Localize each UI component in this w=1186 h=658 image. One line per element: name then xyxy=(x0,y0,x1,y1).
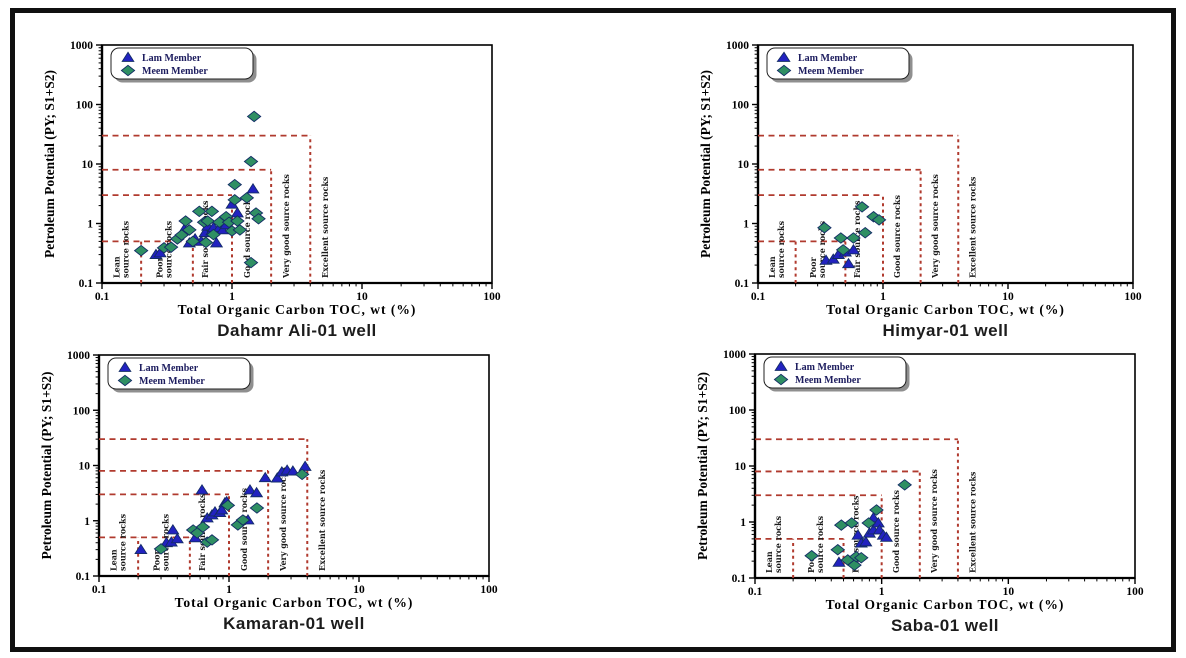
svg-text:Poor: Poor xyxy=(808,257,818,278)
svg-text:source rocks: source rocks xyxy=(773,515,783,573)
svg-text:Very good source rocks: Very good source rocks xyxy=(278,467,288,572)
svg-text:Excellent source rocks: Excellent source rocks xyxy=(317,469,327,571)
svg-text:Petroleum Potential (PY; S1+S2: Petroleum Potential (PY; S1+S2) xyxy=(39,371,54,559)
svg-text:1000: 1000 xyxy=(67,350,90,362)
svg-text:source rocks: source rocks xyxy=(815,515,825,573)
svg-text:Lean: Lean xyxy=(111,256,121,278)
svg-text:1: 1 xyxy=(740,517,746,529)
svg-text:Meem Member: Meem Member xyxy=(139,376,205,387)
svg-text:Lean: Lean xyxy=(108,549,118,571)
svg-text:1: 1 xyxy=(229,291,235,303)
svg-text:Total Organic Carbon TOC, wt (: Total Organic Carbon TOC, wt (%) xyxy=(826,302,1065,317)
figure-frame xyxy=(10,8,1176,652)
scatter-chart-kamaran-01: 0.1 1 10 100 0.1 1 10 100 1000 Lean source rocks Po… xyxy=(39,350,498,610)
svg-text:Very good source rocks: Very good source rocks xyxy=(929,469,939,574)
panel-title: Himyar-01 well xyxy=(882,321,1009,340)
svg-text:100: 100 xyxy=(729,405,747,417)
svg-text:source rocks: source rocks xyxy=(817,220,827,278)
svg-text:0.1: 0.1 xyxy=(76,571,91,583)
svg-text:100: 100 xyxy=(480,584,498,596)
svg-text:10: 10 xyxy=(1003,586,1015,598)
svg-text:100: 100 xyxy=(1124,291,1142,303)
svg-text:100: 100 xyxy=(732,100,750,112)
svg-text:Excellent source rocks: Excellent source rocks xyxy=(320,176,330,278)
panel-kamaran-01: 0.1 1 10 100 0.1 1 10 100 1000 Lean source rocks Po… xyxy=(10,325,583,658)
svg-text:1000: 1000 xyxy=(726,40,749,52)
svg-text:0.1: 0.1 xyxy=(751,291,766,303)
svg-text:Very good source rocks: Very good source rocks xyxy=(281,174,291,279)
panel-himyar-01: 0.1 1 10 100 0.1 1 10 100 1000 Lean source rocks Po… xyxy=(583,8,1176,340)
svg-text:1: 1 xyxy=(84,516,90,528)
svg-text:Total Organic Carbon TOC, wt (: Total Organic Carbon TOC, wt (%) xyxy=(175,595,414,610)
svg-text:100: 100 xyxy=(76,100,94,112)
svg-text:0.1: 0.1 xyxy=(95,291,110,303)
svg-text:Good source rocks: Good source rocks xyxy=(242,195,252,278)
svg-text:Lean: Lean xyxy=(767,256,777,278)
svg-text:Excellent source rocks: Excellent source rocks xyxy=(968,176,978,278)
svg-text:1000: 1000 xyxy=(723,349,746,361)
svg-text:10: 10 xyxy=(735,461,747,473)
svg-text:Good source rocks: Good source rocks xyxy=(891,490,901,573)
svg-text:Total Organic Carbon TOC, wt (: Total Organic Carbon TOC, wt (%) xyxy=(178,302,417,317)
panel-dahamr-ali-01: 0.1 1 10 100 0.1 1 10 100 1000 Lean source rocks Po… xyxy=(10,8,583,340)
svg-text:100: 100 xyxy=(73,405,91,417)
svg-text:1: 1 xyxy=(87,219,93,231)
svg-text:Lam Member: Lam Member xyxy=(795,362,855,373)
svg-text:Lam Member: Lam Member xyxy=(142,53,202,64)
svg-text:source rocks: source rocks xyxy=(117,513,127,571)
svg-text:10: 10 xyxy=(353,584,365,596)
svg-text:Excellent source rocks: Excellent source rocks xyxy=(967,471,977,573)
svg-text:Meem Member: Meem Member xyxy=(795,375,861,386)
svg-text:Total Organic Carbon TOC, wt (: Total Organic Carbon TOC, wt (%) xyxy=(826,597,1065,612)
svg-text:Very good source rocks: Very good source rocks xyxy=(930,174,940,279)
svg-text:100: 100 xyxy=(483,291,501,303)
svg-text:Petroleum Potential (PY; S1+S2: Petroleum Potential (PY; S1+S2) xyxy=(42,70,57,258)
scatter-chart-dahamr-ali-01: 0.1 1 10 100 0.1 1 10 100 1000 Lean source rocks Po… xyxy=(42,40,501,317)
svg-text:Good source rocks: Good source rocks xyxy=(239,488,249,571)
svg-text:Lam Member: Lam Member xyxy=(798,53,858,64)
svg-text:1: 1 xyxy=(880,291,886,303)
svg-text:Lean: Lean xyxy=(764,551,774,573)
svg-text:1: 1 xyxy=(879,586,885,598)
svg-text:Good source rocks: Good source rocks xyxy=(892,195,902,278)
svg-text:0.1: 0.1 xyxy=(732,573,747,585)
svg-text:0.1: 0.1 xyxy=(79,278,94,290)
svg-text:Poor: Poor xyxy=(155,257,165,278)
svg-text:10: 10 xyxy=(738,159,750,171)
svg-text:10: 10 xyxy=(356,291,368,303)
svg-text:1000: 1000 xyxy=(70,40,93,52)
svg-text:0.1: 0.1 xyxy=(735,278,750,290)
svg-text:100: 100 xyxy=(1126,586,1144,598)
svg-text:1: 1 xyxy=(743,219,749,231)
svg-text:source rocks: source rocks xyxy=(776,220,786,278)
svg-text:Petroleum Potential (PY; S1+S2: Petroleum Potential (PY; S1+S2) xyxy=(698,70,713,258)
svg-text:Poor: Poor xyxy=(152,550,162,571)
svg-text:0.1: 0.1 xyxy=(748,586,763,598)
svg-text:source rocks: source rocks xyxy=(120,220,130,278)
svg-text:Lam Member: Lam Member xyxy=(139,363,199,374)
svg-text:10: 10 xyxy=(79,461,91,473)
panel-title: Kamaran-01 well xyxy=(223,614,365,633)
panel-saba-01: 0.1 1 10 100 0.1 1 10 100 1000 Lean source rocks Po… xyxy=(583,325,1176,658)
svg-text:1: 1 xyxy=(226,584,232,596)
svg-text:Meem Member: Meem Member xyxy=(798,66,864,77)
panel-title: Saba-01 well xyxy=(890,616,1000,635)
svg-text:0.1: 0.1 xyxy=(92,584,107,596)
svg-text:Petroleum Potential (PY; S1+S2: Petroleum Potential (PY; S1+S2) xyxy=(695,372,710,560)
svg-text:10: 10 xyxy=(82,159,94,171)
svg-text:Meem Member: Meem Member xyxy=(142,66,208,77)
panel-title: Dahamr Ali-01 well xyxy=(217,321,377,340)
svg-text:Poor: Poor xyxy=(806,552,816,573)
svg-text:10: 10 xyxy=(1002,291,1014,303)
